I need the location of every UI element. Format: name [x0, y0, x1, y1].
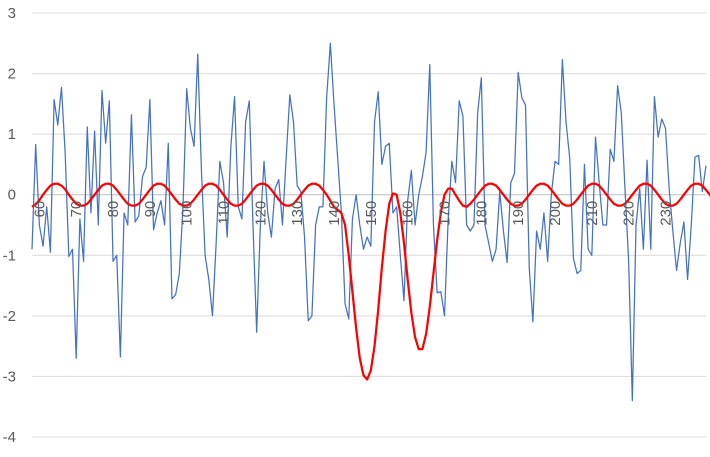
x-tick-label: 110	[216, 201, 233, 225]
x-tick-label: 80	[105, 201, 122, 218]
x-tick-label: 190	[510, 201, 527, 226]
x-tick-label: 100	[179, 201, 196, 226]
x-tick-label: 200	[547, 201, 564, 226]
y-tick-label: -1	[3, 247, 16, 264]
x-tick-label: 210	[584, 201, 601, 226]
x-tick-label: 140	[326, 201, 343, 226]
x-tick-label: 130	[289, 201, 306, 226]
x-axis-labels: 60 70 80 90 100 110 120 130 140 150 160 170 180 190 20…	[31, 201, 674, 226]
gridlines	[32, 12, 706, 438]
x-tick-label: 60	[31, 201, 48, 218]
x-tick-label: 230	[657, 201, 674, 226]
x-tick-label: 70	[68, 201, 85, 218]
y-tick-label: 3	[8, 5, 16, 22]
series-line-2	[31, 182, 710, 381]
x-tick-label: 150	[363, 201, 380, 226]
y-tick-label: 1	[8, 126, 16, 143]
x-tick-label: 90	[142, 201, 159, 218]
y-axis-labels: -4 -3 -2 -1 0 1 2 3	[3, 5, 16, 446]
x-tick-label: 170	[437, 201, 454, 226]
x-tick-label: 160	[400, 201, 417, 226]
y-tick-label: -2	[3, 308, 16, 325]
y-tick-label: -4	[3, 429, 16, 446]
x-tick-label: 180	[473, 201, 490, 226]
y-tick-label: 2	[8, 66, 16, 83]
series-line-1	[31, 42, 707, 402]
series-lines	[31, 42, 710, 402]
y-tick-label: -3	[3, 368, 16, 385]
y-tick-label: 0	[8, 187, 16, 204]
x-tick-label: 220	[621, 201, 638, 226]
x-tick-label: 120	[252, 201, 269, 226]
